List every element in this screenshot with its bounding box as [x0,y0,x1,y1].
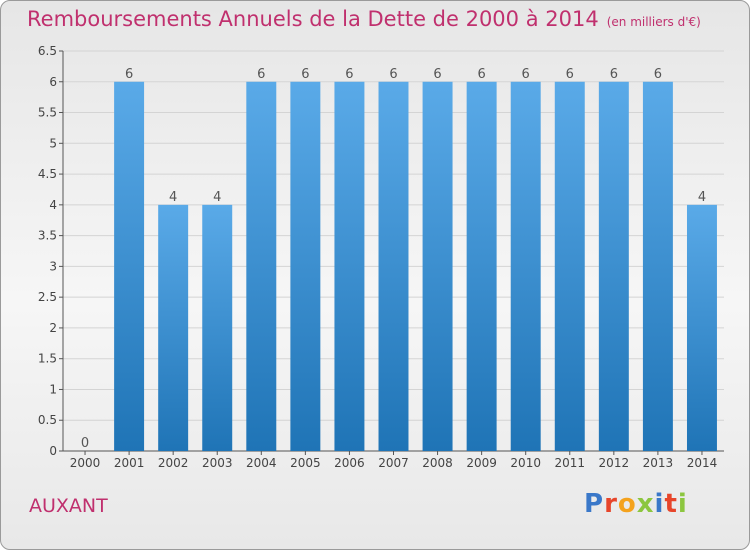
x-tick-label: 2004 [246,456,277,470]
chart-subtitle: (en milliers d'€) [606,15,701,29]
chart-title: Remboursements Annuels de la Dette de 20… [27,7,701,31]
y-tick-label: 2 [49,321,57,335]
x-tick-label: 2012 [599,456,630,470]
data-label: 6 [566,67,574,82]
x-tick-label: 2006 [334,456,365,470]
data-label: 6 [257,67,265,82]
bar [202,204,233,451]
x-tick-label: 2013 [643,456,674,470]
commune-name: AUXANT [29,495,108,517]
y-tick-label: 4 [49,198,57,212]
data-label: 6 [433,67,441,82]
bar [246,81,277,452]
logo-letter: r [604,489,618,519]
chart-title-text: Remboursements Annuels de la Dette de 20… [27,7,599,31]
data-label: 4 [169,190,177,205]
bar [114,81,145,452]
data-label: 6 [389,67,397,82]
data-label: 6 [610,67,618,82]
proxiti-logo[interactable]: Proxiti [584,489,688,519]
x-tick-label: 2000 [70,456,101,470]
logo-letter: i [654,489,665,519]
y-tick-label: 1 [49,382,57,396]
x-tick-label: 2011 [554,456,585,470]
bar [598,81,629,452]
x-tick-label: 2005 [290,456,321,470]
bar [642,81,673,452]
y-tick-label: 6 [49,75,57,89]
logo-letter: x [636,489,655,519]
x-tick-label: 2003 [202,456,233,470]
x-tick-label: 2010 [510,456,541,470]
data-label: 6 [345,67,353,82]
data-label: 6 [301,67,309,82]
y-tick-label: 0 [49,444,57,458]
data-label: 4 [213,190,221,205]
logo-letter: i [677,489,688,519]
data-label: 6 [477,67,485,82]
bar [158,204,189,451]
y-tick-label: 2.5 [38,290,57,304]
y-tick-label: 0.5 [38,413,57,427]
bar [686,204,717,451]
y-tick-label: 5 [49,136,57,150]
data-label: 4 [698,190,706,205]
data-label: 0 [81,436,89,451]
y-tick-label: 6.5 [38,44,57,58]
bar [290,81,321,452]
y-tick-label: 5.5 [38,106,57,120]
bar [422,81,453,452]
bar [378,81,409,452]
logo-letter: t [664,489,678,519]
bar [510,81,541,452]
bar [334,81,365,452]
logo-letter: P [584,489,605,519]
x-tick-label: 2008 [422,456,453,470]
bar [466,81,497,452]
x-tick-label: 2001 [114,456,145,470]
x-tick-label: 2002 [158,456,189,470]
data-label: 6 [125,67,133,82]
data-label: 6 [654,67,662,82]
logo-letter: o [617,489,637,519]
y-tick-label: 4.5 [38,167,57,181]
y-tick-label: 3 [49,259,57,273]
y-tick-label: 3.5 [38,229,57,243]
x-tick-label: 2009 [466,456,497,470]
x-tick-label: 2007 [378,456,409,470]
bar [554,81,585,452]
y-tick-label: 1.5 [38,352,57,366]
data-label: 6 [522,67,530,82]
x-tick-label: 2014 [687,456,718,470]
